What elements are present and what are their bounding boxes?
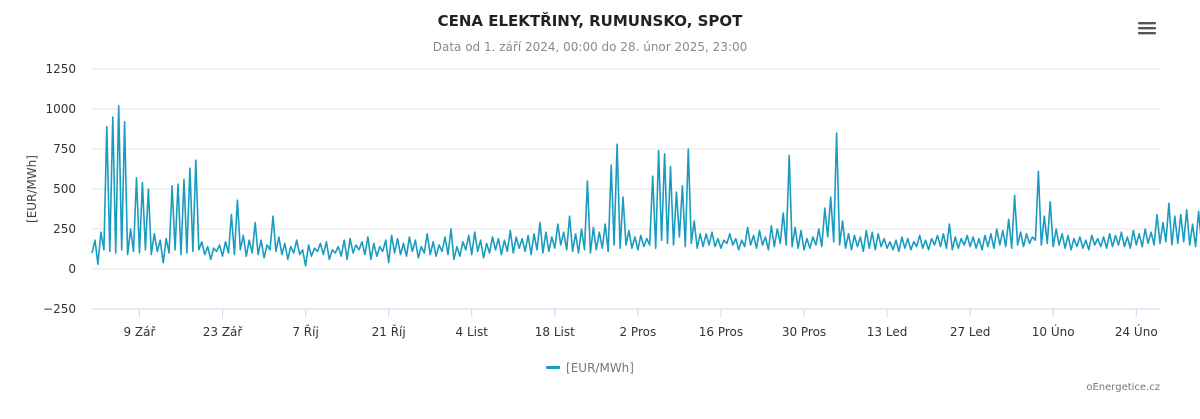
legend-swatch: [546, 366, 561, 369]
legend-item-eur-mwh[interactable]: [EUR/MWh]: [546, 361, 634, 375]
y-tick-label: 1250: [45, 62, 76, 76]
x-tick-label: 27 Led: [950, 325, 991, 339]
grid-lines: [92, 68, 1160, 310]
source-credit[interactable]: oEnergetice.cz: [1086, 382, 1160, 393]
y-tick-label: 1000: [45, 102, 76, 116]
y-axis-ticks: −250 0 250 500 750 1000 1250: [43, 62, 76, 316]
legend: [EUR/MWh]: [0, 358, 1180, 375]
x-tick-label: 30 Pros: [782, 325, 826, 339]
series-line-eur-mwh: [91, 105, 1200, 267]
chart-menu-button[interactable]: [1136, 18, 1158, 38]
y-tick-label: 0: [68, 262, 76, 276]
y-tick-label: 500: [53, 182, 76, 196]
x-tick-label: 21 Říj: [372, 324, 406, 339]
x-tick-label: 10 Úno: [1032, 324, 1075, 339]
x-tick-label: 23 Zář: [203, 325, 244, 339]
x-tick-label: 4 List: [456, 325, 489, 339]
x-tick-label: 18 List: [535, 325, 575, 339]
y-tick-label: 750: [53, 142, 76, 156]
legend-label: [EUR/MWh]: [566, 360, 634, 375]
chart-subtitle: Data od 1. září 2024, 00:00 do 28. únor …: [432, 40, 748, 54]
x-tick-label: 13 Led: [867, 325, 908, 339]
x-tick-label: 9 Zář: [123, 325, 156, 339]
x-tick-label: 24 Úno: [1115, 324, 1158, 339]
chart-title: CENA ELEKTŘINY, RUMUNSKO, SPOT: [437, 12, 743, 30]
y-tick-label: 250: [53, 222, 76, 236]
x-axis-ticks: 9 Zář 23 Zář 7 Říj 21 Říj 4 List 18 List 2 Pro…: [123, 309, 1158, 339]
y-tick-label: −250: [43, 302, 76, 316]
hamburger-menu-icon: [1138, 22, 1156, 35]
x-tick-label: 2 Pros: [619, 325, 656, 339]
y-axis-label: [EUR/MWh]: [25, 155, 39, 223]
x-tick-label: 16 Pros: [699, 325, 743, 339]
x-tick-label: 7 Říj: [292, 324, 318, 339]
series-layer: [91, 105, 1200, 267]
